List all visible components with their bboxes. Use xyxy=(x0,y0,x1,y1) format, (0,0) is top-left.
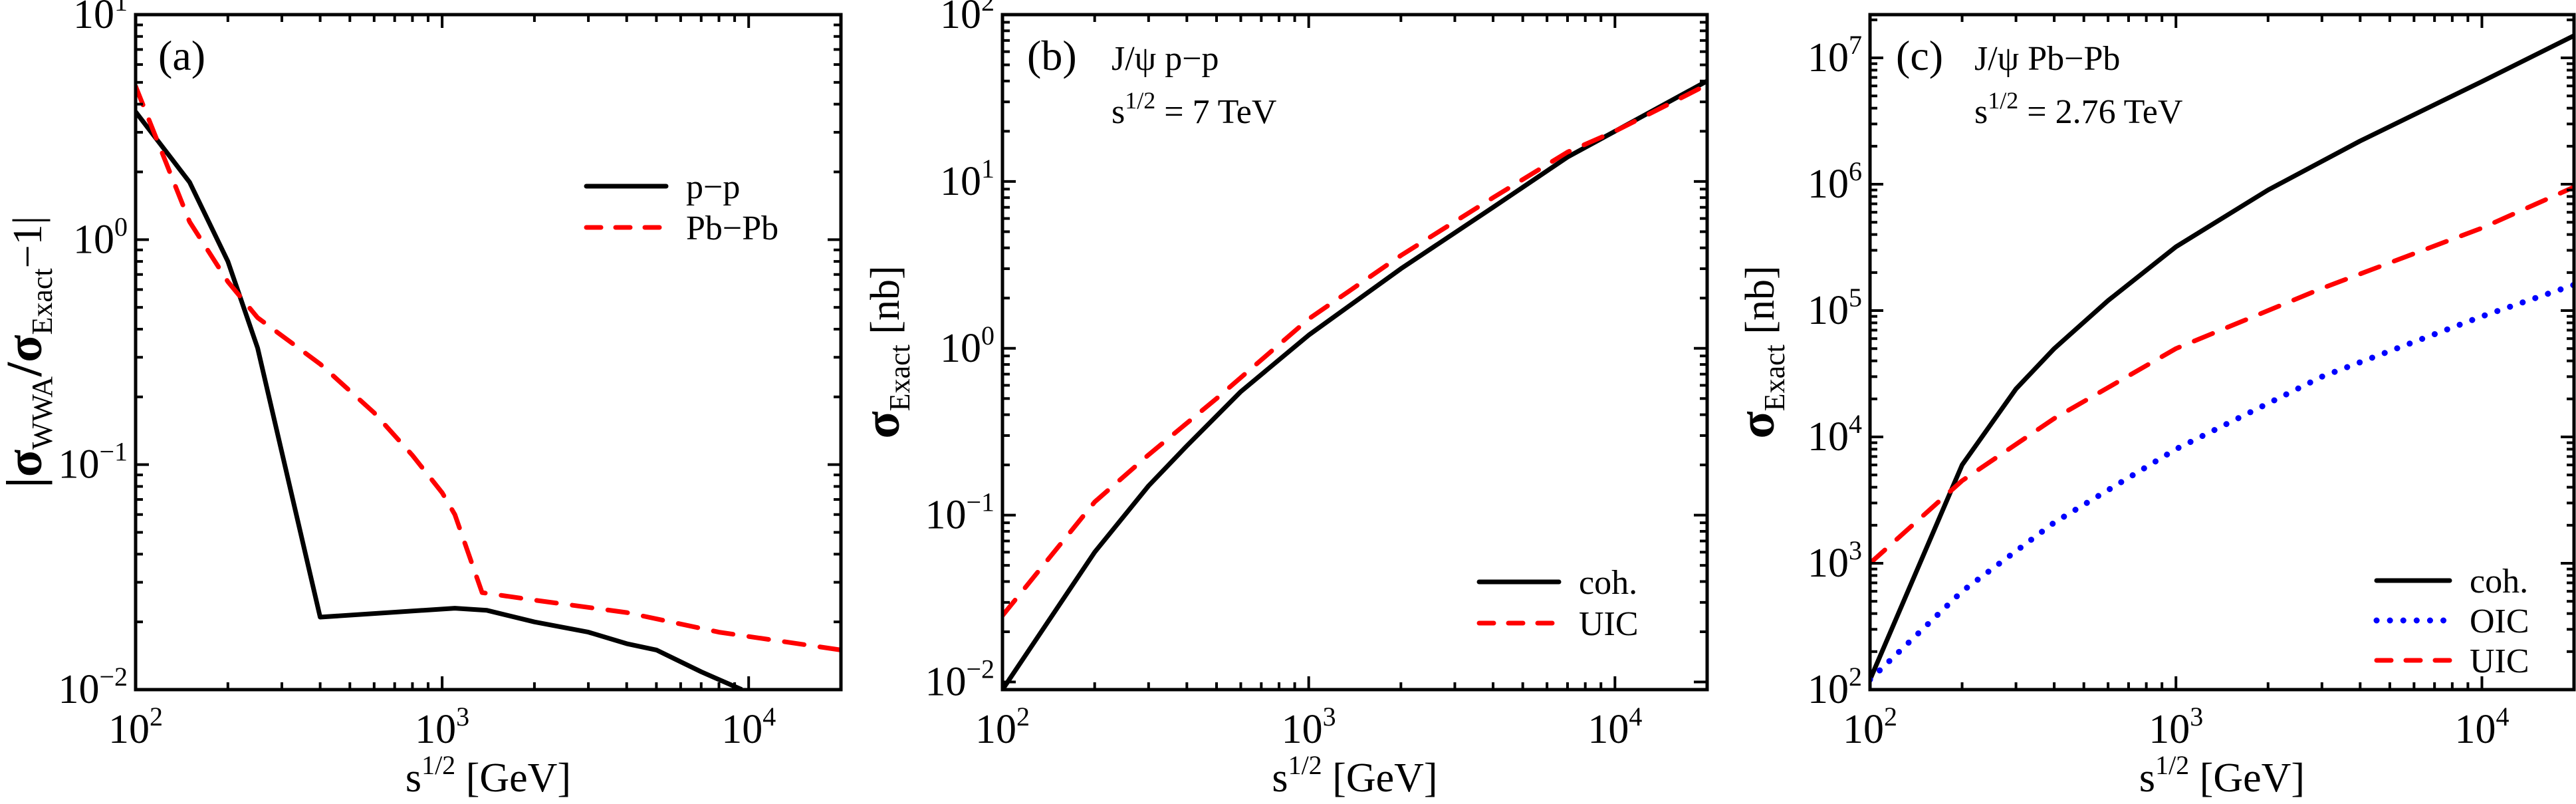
y-tick-label: 10−1 xyxy=(58,437,128,487)
panel-b: 102 103 104 10−2 10−1 100 101 102 s1/2 [GeV] σExa… xyxy=(854,0,1709,801)
legend-label: p−p xyxy=(686,168,740,206)
panel-label: (b) xyxy=(1027,32,1077,79)
y-axis-title: σExact [nb] xyxy=(854,265,916,438)
x-tick-label: 104 xyxy=(1587,702,1642,752)
series-line-coh xyxy=(1002,78,1707,690)
y-tick-label: 10−2 xyxy=(925,654,995,705)
x-tick-label: 102 xyxy=(975,702,1030,752)
legend: coh.UIC xyxy=(1476,564,1639,643)
x-axis-title: s1/2 [GeV] xyxy=(1272,750,1437,801)
y-tick-label: 10−2 xyxy=(58,662,128,712)
legend-item: OIC xyxy=(2373,603,2529,640)
legend-item: UIC xyxy=(1476,605,1639,643)
panel-label: (c) xyxy=(1896,32,1943,79)
legend-item: coh. xyxy=(1476,564,1637,602)
x-tick-label: 103 xyxy=(1282,702,1336,752)
x-tick-label: 102 xyxy=(108,702,163,752)
series-group xyxy=(136,84,841,690)
x-tick-label: 104 xyxy=(2454,702,2509,752)
y-tick-label: 100 xyxy=(940,321,995,371)
series-line-p-p xyxy=(136,110,743,690)
legend-label: coh. xyxy=(1579,564,1637,602)
series-line-coh xyxy=(1870,33,2574,681)
legend-label: OIC xyxy=(2470,603,2529,640)
legend-label: UIC xyxy=(2470,642,2529,680)
y-tick-label: 105 xyxy=(1808,283,1862,333)
y-tick-label: 106 xyxy=(1808,156,1862,207)
annotation-energy: s1/2 = 7 TeV xyxy=(1112,87,1276,131)
axes-frame xyxy=(1868,13,2576,692)
y-tick-label: 102 xyxy=(1808,662,1862,712)
y-tick-label: 104 xyxy=(1808,409,1862,460)
legend-item: p−p xyxy=(584,168,740,206)
y-tick-label: 107 xyxy=(1808,30,1862,80)
axes-frame xyxy=(1000,13,1709,692)
y-tick-label: 101 xyxy=(73,0,128,37)
legend: p−pPb−Pb xyxy=(584,168,778,247)
legend-item: Pb−Pb xyxy=(584,209,778,247)
x-tick-label: 102 xyxy=(1843,702,1897,752)
panel-a: 102 103 104 10−2 10−1 100 101 s1/2 [GeV] |σWWA/σ… xyxy=(0,0,843,801)
legend-label: Pb−Pb xyxy=(686,209,778,247)
series-line-uic xyxy=(1002,82,1707,618)
series-line-uic xyxy=(1870,184,2574,566)
x-axis-title: s1/2 [GeV] xyxy=(406,750,571,801)
y-axis-title: σExact [nb] xyxy=(1729,265,1791,438)
legend-item: UIC xyxy=(2374,642,2529,680)
panel-label: (a) xyxy=(158,32,205,79)
y-tick-label: 100 xyxy=(73,211,128,262)
series-group xyxy=(1002,78,1707,690)
x-axis-title: s1/2 [GeV] xyxy=(2139,750,2305,801)
y-tick-label: 10−1 xyxy=(925,487,995,538)
axes-frame xyxy=(134,13,843,692)
y-tick-label: 101 xyxy=(940,154,995,204)
y-tick-label: 103 xyxy=(1808,535,1862,586)
x-tick-label: 103 xyxy=(415,702,469,752)
annotation-process: J/ψ p−p xyxy=(1112,40,1219,78)
series-line-pb-pb xyxy=(136,84,841,652)
legend-item: coh. xyxy=(2374,563,2528,601)
x-tick-label: 103 xyxy=(2149,702,2203,752)
annotation-process: J/ψ Pb−Pb xyxy=(1974,40,2120,78)
y-tick-label: 102 xyxy=(940,0,995,37)
x-tick-label: 104 xyxy=(721,702,776,752)
panel-c: 102 103 104 102 103 104 105 106 107 s1/2 [GeV] σEx… xyxy=(1729,13,2576,801)
annotation-energy: s1/2 = 2.76 TeV xyxy=(1974,87,2182,131)
series-group xyxy=(1870,33,2574,683)
y-axis-title: |σWWA/σExact−1| xyxy=(0,216,59,488)
legend-label: coh. xyxy=(2470,563,2528,601)
legend-label: UIC xyxy=(1579,605,1639,643)
series-line-oic xyxy=(1870,281,2574,683)
